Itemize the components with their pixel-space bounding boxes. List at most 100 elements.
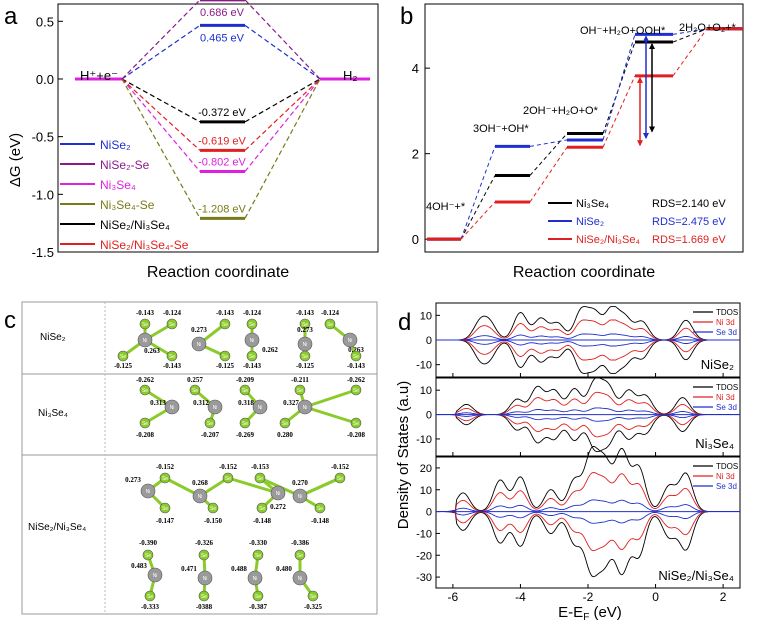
panel-d-legend-label: Ni 3d [716, 393, 735, 402]
hetero-lower-se-atom-bottom-symbol: Se [201, 594, 207, 600]
nise2-se-atom-top [299, 318, 311, 330]
hetero-lower-ni-atom-symbol: Ni [298, 576, 303, 582]
panel-d-x-tick-label: -4 [515, 590, 526, 604]
nise2-ni-atom-symbol: Ni [348, 338, 353, 344]
hetero-upper-charge-bottom: -0.148 [311, 517, 330, 525]
panel-d-y-tick-label: 10 [420, 485, 432, 497]
panel-a-legend-label-NiSe2/Ni3Se4-Se: NiSe₂/Ni₃Se₄-Se [100, 238, 189, 252]
nise2-charge-low: 0.263 [144, 347, 160, 355]
panel-a-y-axis-label: ΔG (eV) [7, 133, 24, 187]
panel-b-connector-NiSe2 [460, 146, 496, 240]
panel-d-y-tick-label: 20 [420, 463, 432, 475]
ni3se4-charge-bottom: 0.280 [277, 431, 293, 439]
panel-a-value-label-Ni3Se4: -0.802 eV [198, 156, 246, 168]
ni3se4-se-atom-bottom-symbol: Se [282, 421, 288, 427]
hetero-lower-ni-atom [292, 570, 308, 586]
panel-d-y-tick-label: 10 [420, 385, 432, 397]
panel-a-legend-label-NiSe2/Ni3Se4: NiSe₂/Ni₃Se₄ [100, 218, 170, 232]
hetero-upper-ni-atom-symbol: Ni [198, 494, 203, 500]
ni3se4-ni-atom-symbol: Ni [258, 405, 263, 411]
nise2-charge-bottom: -0.125 [216, 362, 235, 370]
panel-c: c NiSe₂ Ni₃Se₄ NiSe₂/Ni₃Se₄ Se -0.143 Se -0… [4, 301, 378, 615]
nise2-ni-atom-symbol: Ni [197, 342, 202, 348]
hetero-lower-ni-atom [147, 567, 163, 583]
panel-a-connector-NiSe2/Ni3Se4-Se [121, 78, 201, 151]
panel-d-subplot-label-Ni3Se4: Ni₃Se₄ [695, 436, 734, 451]
nise2-charge-low: 0.263 [348, 346, 364, 354]
nise2-charge-low: 0.262 [262, 346, 278, 354]
panel-b-connector-Ni3Se4 [602, 41, 636, 134]
panel-b-legend-label-Ni3Se4: Ni₃Se₄ [576, 198, 609, 210]
bond [299, 476, 341, 498]
hetero-lower-charge-bottom: -0.387 [249, 603, 268, 611]
hetero-lower-se-atom-bottom-symbol: Se [310, 594, 316, 600]
panel-b-step-label-2: 2OH⁻+H₂O+O* [523, 105, 599, 117]
panel-b-connector-NiSe2/Ni3Se4 [672, 28, 708, 77]
panel-a-connector-NiSe2-Se [121, 0, 201, 80]
panel-b-step-label-4: 2H₂O+O₂+* [679, 22, 737, 34]
panel-d-x-tick-label: -6 [448, 590, 459, 604]
panel-b-connector-NiSe2 [602, 34, 636, 141]
panel-a-connector-Ni3Se4 [121, 78, 201, 172]
hetero-upper-charge-bottom: -0.148 [253, 517, 272, 525]
nise2-charge-top: -0.124 [321, 309, 340, 317]
hetero-upper-se-atom-top-symbol: Se [225, 476, 231, 482]
ni3se4-se-atom-top-symbol: Se [353, 388, 359, 394]
panel-d-ni3d-up-NiSe2/Ni3Se4 [436, 472, 740, 513]
ni3se4-ni-atom [164, 399, 180, 415]
ni3se4-se-atom-bottom-symbol: Se [207, 421, 213, 427]
panel-b-connector-NiSe2 [672, 28, 708, 35]
panel-a-letter: a [4, 3, 18, 30]
bond [227, 476, 279, 495]
ni3se4-se-atom-top-symbol: Se [242, 388, 248, 394]
panel-d-y-tick-label: -10 [416, 528, 432, 540]
hetero-upper-charge-mid: 0.270 [292, 479, 308, 487]
panel-a-value-label-NiSe2/Ni3Se4-Se: -0.619 eV [198, 135, 246, 147]
hetero-upper-se-atom-bottom [256, 502, 268, 514]
hetero-upper-charge-top: -0.153 [251, 463, 270, 471]
nise2-se-atom-top-symbol: Se [249, 322, 255, 328]
ni3se4-ni-atom [207, 399, 223, 415]
hetero-upper-charge-mid: 0.268 [192, 479, 208, 487]
panel-a-connector-Ni3Se4-Se [121, 78, 201, 219]
panel-c-table-frame [21, 301, 378, 615]
ni3se4-charge-mid: 0.327 [283, 399, 299, 407]
nise2-se-atom-bottom [246, 350, 258, 362]
panel-a-connector-NiSe2/Ni3Se4 [121, 78, 201, 123]
panel-d-tdos-up-Ni3Se4 [436, 376, 740, 416]
panel-a-y-tick-label: 0.5 [36, 14, 54, 29]
hetero-upper-ni-atom [140, 483, 156, 499]
hetero-upper-se-atom-bottom-symbol: Se [259, 506, 265, 512]
panel-d-subplot-label-NiSe2: NiSe₂ [701, 357, 734, 372]
panel-b-y-tick-label: 0 [412, 232, 419, 247]
nise2-ni-atom [244, 332, 260, 348]
hetero-upper-se-atom-bottom [207, 502, 219, 514]
nise2-se-atom-bottom [166, 350, 178, 362]
hetero-lower-se-atom-bottom [198, 590, 210, 602]
ni3se4-se-atom-top [294, 384, 306, 396]
panel-b-connector-Ni3Se4 [529, 133, 568, 176]
panel-d-letter: d [398, 309, 411, 336]
hetero-upper-se-atom-bottom-symbol: Se [317, 506, 323, 512]
panel-b-connector-Ni3Se4 [672, 28, 708, 43]
panel-b-legend-rds-Ni3Se4: RDS=2.140 eV [652, 198, 726, 210]
hetero-upper-charge-top: -0.152 [331, 463, 350, 471]
panel-a-end-label: H₂ [343, 68, 357, 83]
hetero-lower-se-atom-top [252, 549, 264, 561]
ni3se4-charge-bottom: -0.207 [201, 431, 220, 439]
panel-b-step-label-1: 3OH⁻+OH* [473, 123, 529, 135]
nise2-charge-bottom: -0.143 [243, 362, 262, 370]
panel-a-y-tick-label: -1.0 [32, 187, 54, 202]
hetero-lower-se-atom-top-symbol: Se [255, 553, 261, 559]
ni3se4-se-atom-bottom-symbol: Se [142, 421, 148, 427]
panel-b-legend-rds-NiSe2: RDS=2.475 eV [652, 216, 726, 228]
panel-b-rds-arrowhead-nise2 [643, 132, 649, 139]
hetero-lower-charge-mid: 0.488 [231, 565, 247, 573]
ni3se4-se-atom-top [239, 384, 251, 396]
hetero-upper-ni-atom-symbol: Ni [298, 494, 303, 500]
bond [304, 405, 357, 425]
hetero-upper-se-atom-bottom-symbol: Se [210, 506, 216, 512]
hetero-upper-charge-top: -0.152 [219, 463, 238, 471]
ni3se4-charge-top: -0.211 [291, 376, 309, 384]
